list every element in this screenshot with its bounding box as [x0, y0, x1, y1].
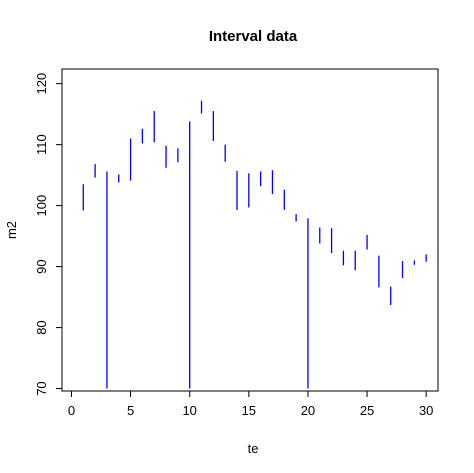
x-tick-label-10: 10	[182, 403, 196, 418]
x-tick-label-15: 15	[242, 403, 256, 418]
x-tick-label-30: 30	[419, 403, 433, 418]
y-axis-label: m2	[4, 221, 19, 239]
y-tick-label-120: 120	[34, 73, 49, 95]
chart-title: Interval data	[209, 28, 298, 45]
plot-frame	[61, 68, 439, 392]
x-axis: 0 5 10 15 20 25 30	[68, 390, 433, 418]
x-axis-label: te	[248, 441, 259, 456]
y-tick-label-80: 80	[34, 320, 49, 334]
x-tick-label-25: 25	[360, 403, 374, 418]
y-tick-label-70: 70	[34, 381, 49, 395]
x-tick-label-5: 5	[127, 403, 134, 418]
x-tick-label-0: 0	[68, 403, 75, 418]
intervals-layer	[82, 100, 427, 389]
x-tick-label-20: 20	[301, 403, 315, 418]
y-tick-label-90: 90	[34, 259, 49, 273]
y-tick-label-110: 110	[34, 134, 49, 155]
y-axis: 70 80 90 100 110 120	[34, 73, 63, 396]
y-tick-label-100: 100	[34, 195, 49, 217]
